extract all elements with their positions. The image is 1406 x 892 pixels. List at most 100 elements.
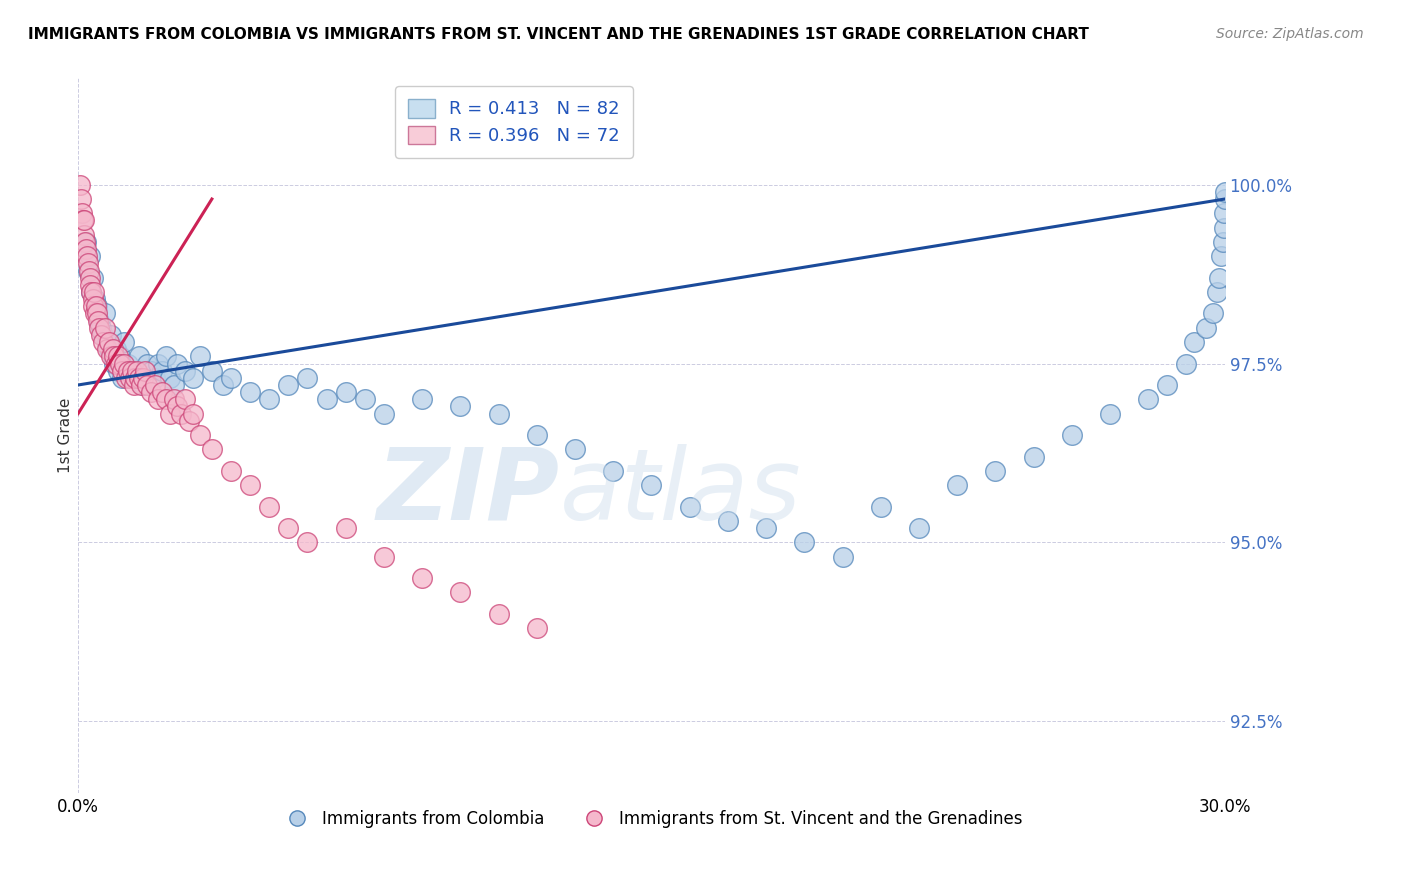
Point [134,364,156,378]
Point [297,535,319,549]
Point [101,343,124,357]
Point [335,385,357,400]
Point [103,350,125,364]
Point [82,292,104,306]
Point [128,371,150,385]
Point [90,320,112,334]
Point [91,334,114,349]
Point [449,400,471,414]
Point [117,364,139,378]
Point [170,407,193,421]
Point [640,478,662,492]
Point [1206,285,1229,299]
Point [73,213,96,227]
Point [564,442,586,457]
Point [1156,378,1178,392]
Point [117,357,139,371]
Point [75,235,97,249]
Point [1202,306,1225,320]
Point [103,357,125,371]
Point [76,249,98,263]
Y-axis label: 1st Grade: 1st Grade [58,397,73,473]
Point [132,371,155,385]
Point [108,357,131,371]
Point [155,392,177,407]
Point [190,428,212,442]
Point [526,621,548,635]
Point [132,378,155,392]
Text: ZIP: ZIP [377,443,560,541]
Point [449,585,471,599]
Point [488,407,510,421]
Point [1208,270,1230,285]
Point [1213,192,1236,206]
Point [70,206,93,220]
Point [107,364,129,378]
Point [73,227,96,242]
Point [1212,235,1234,249]
Point [869,500,891,514]
Point [100,350,122,364]
Point [121,364,143,378]
Point [86,299,108,313]
Point [201,364,224,378]
Point [80,285,103,299]
Point [488,607,510,621]
Point [76,263,98,277]
Point [70,192,93,206]
Point [190,350,212,364]
Point [72,213,94,227]
Point [1182,334,1205,349]
Point [526,428,548,442]
Point [150,364,173,378]
Point [678,500,700,514]
Point [1060,428,1083,442]
Point [124,371,146,385]
Point [84,292,107,306]
Point [219,464,242,478]
Point [201,442,224,457]
Point [411,392,433,407]
Point [411,571,433,585]
Point [111,371,134,385]
Point [107,350,129,364]
Point [79,249,101,263]
Point [315,392,337,407]
Point [181,371,204,385]
Point [86,299,108,313]
Point [353,392,375,407]
Point [717,514,740,528]
Point [1099,407,1122,421]
Point [148,392,170,407]
Point [135,378,157,392]
Point [79,277,101,292]
Point [602,464,624,478]
Point [143,371,166,385]
Point [105,357,128,371]
Point [793,535,815,549]
Point [101,350,124,364]
Point [89,320,111,334]
Point [75,242,97,256]
Point [1213,206,1236,220]
Point [86,306,108,320]
Point [82,299,104,313]
Point [82,270,104,285]
Text: IMMIGRANTS FROM COLOMBIA VS IMMIGRANTS FROM ST. VINCENT AND THE GRENADINES 1ST G: IMMIGRANTS FROM COLOMBIA VS IMMIGRANTS F… [28,27,1090,42]
Point [166,400,188,414]
Point [1194,320,1216,334]
Point [181,407,204,421]
Point [96,343,118,357]
Point [89,313,111,327]
Point [946,478,969,492]
Point [97,334,120,349]
Point [84,306,107,320]
Point [159,371,181,385]
Point [174,364,197,378]
Legend: Immigrants from Colombia, Immigrants from St. Vincent and the Grenadines: Immigrants from Colombia, Immigrants fro… [274,803,1029,834]
Point [1022,450,1045,464]
Point [111,364,134,378]
Point [121,364,143,378]
Point [163,378,186,392]
Point [831,549,853,564]
